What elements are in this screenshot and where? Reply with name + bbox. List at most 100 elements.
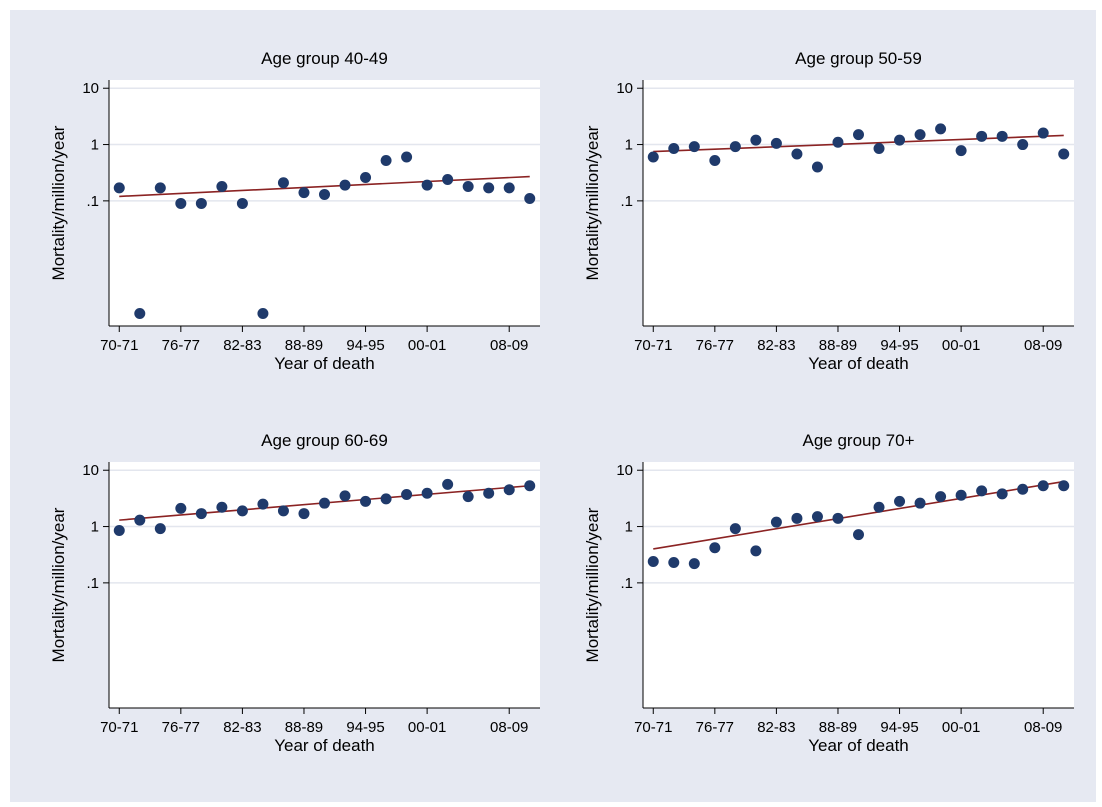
data-point <box>524 193 536 205</box>
y-tick-label: .1 <box>620 575 633 592</box>
plot-area <box>109 80 540 326</box>
fit-line <box>119 175 530 198</box>
data-point <box>668 143 680 155</box>
plot-area <box>643 462 1074 708</box>
y-tick-label: 10 <box>82 462 99 479</box>
x-tick-label: 82-83 <box>757 719 795 736</box>
y-axis-label: Mortality/million/year <box>49 125 68 280</box>
x-tick-label: 70-71 <box>634 719 672 736</box>
x-tick-label: 70-71 <box>100 719 138 736</box>
y-axis-label: Mortality/million/year <box>583 125 602 280</box>
chart-grid: 10 1 .1 70-71 76-77 82-83 88-89 94-95 00-01 08-09… <box>49 49 1074 755</box>
x-tick-label: 94-95 <box>346 337 384 354</box>
figure-background: 10 1 .1 70-71 76-77 82-83 88-89 94-95 00-01 08-09… <box>10 10 1096 802</box>
data-point <box>236 197 248 209</box>
x-tick-label: 00-01 <box>942 719 980 736</box>
data-point <box>257 498 269 510</box>
plot-area <box>643 80 1074 326</box>
data-point <box>421 179 433 191</box>
data-point <box>503 484 515 496</box>
y-tick-label: .1 <box>86 193 99 210</box>
y-tick-label: 1 <box>91 519 99 536</box>
x-axis-label: Year of death <box>808 736 909 755</box>
data-point <box>195 197 207 209</box>
data-point <box>154 182 166 194</box>
data-point <box>175 197 187 209</box>
data-point <box>647 151 659 163</box>
data-point <box>811 161 823 173</box>
data-point <box>647 555 659 567</box>
data-point <box>955 489 967 501</box>
x-axis-label: Year of death <box>808 354 909 373</box>
x-tick-label: 88-89 <box>819 337 857 354</box>
x-tick-label: 76-77 <box>162 719 200 736</box>
data-point <box>442 173 454 185</box>
data-point <box>709 155 721 167</box>
data-point <box>811 511 823 523</box>
data-point <box>483 487 495 499</box>
panel-title: Age group 70+ <box>802 431 914 450</box>
data-point <box>236 505 248 517</box>
y-tick-label: .1 <box>620 193 633 210</box>
y-tick-label: 10 <box>616 462 633 479</box>
data-point <box>770 516 782 528</box>
data-point <box>832 512 844 524</box>
x-axis-label: Year of death <box>274 354 375 373</box>
y-axis-label: Mortality/million/year <box>583 507 602 662</box>
data-point <box>750 545 762 557</box>
data-point <box>976 485 988 497</box>
data-point <box>832 136 844 148</box>
x-tick-label: 88-89 <box>819 719 857 736</box>
data-point <box>134 308 146 320</box>
data-point <box>380 493 392 505</box>
data-point <box>421 487 433 499</box>
data-point <box>339 179 351 191</box>
data-point <box>298 187 310 199</box>
data-point <box>113 525 125 537</box>
data-point <box>894 495 906 507</box>
data-point <box>175 502 187 514</box>
x-tick-label: 82-83 <box>757 337 795 354</box>
data-point <box>1037 480 1049 492</box>
fit-line <box>653 480 1064 550</box>
data-point <box>935 123 947 135</box>
data-point <box>380 155 392 167</box>
panel-title: Age group 60-69 <box>261 431 388 450</box>
data-point <box>462 180 474 192</box>
data-point <box>688 141 700 153</box>
data-point <box>319 497 330 509</box>
y-tick-label: 10 <box>82 80 99 97</box>
data-point <box>339 490 351 502</box>
data-point <box>462 491 474 503</box>
x-tick-label: 94-95 <box>880 337 918 354</box>
data-point <box>216 501 228 513</box>
chart-panel-2: 10 1 .1 70-71 76-77 82-83 88-89 94-95 00-01 08-09… <box>583 49 1074 373</box>
data-point <box>914 129 926 141</box>
x-tick-label: 82-83 <box>223 337 261 354</box>
x-tick-label: 00-01 <box>408 337 446 354</box>
data-point <box>113 182 125 194</box>
data-point <box>688 558 700 570</box>
data-point <box>770 137 782 149</box>
data-point <box>319 188 330 200</box>
data-point <box>996 130 1008 142</box>
data-point <box>668 556 680 568</box>
data-point <box>216 180 228 192</box>
data-point <box>277 505 289 517</box>
data-point <box>873 143 885 155</box>
data-point <box>914 497 926 509</box>
data-point <box>1058 480 1070 492</box>
data-point <box>729 141 741 153</box>
data-point <box>955 145 967 157</box>
x-tick-label: 76-77 <box>696 719 734 736</box>
panel-title: Age group 50-59 <box>795 49 922 68</box>
data-point <box>442 478 454 490</box>
y-tick-label: 1 <box>91 137 99 154</box>
fit-line <box>653 134 1064 153</box>
data-point <box>503 182 515 194</box>
data-point <box>894 134 906 146</box>
data-point <box>853 129 864 141</box>
data-point <box>360 171 372 183</box>
x-tick-label: 08-09 <box>1024 337 1062 354</box>
panel-title: Age group 40-49 <box>261 49 388 68</box>
